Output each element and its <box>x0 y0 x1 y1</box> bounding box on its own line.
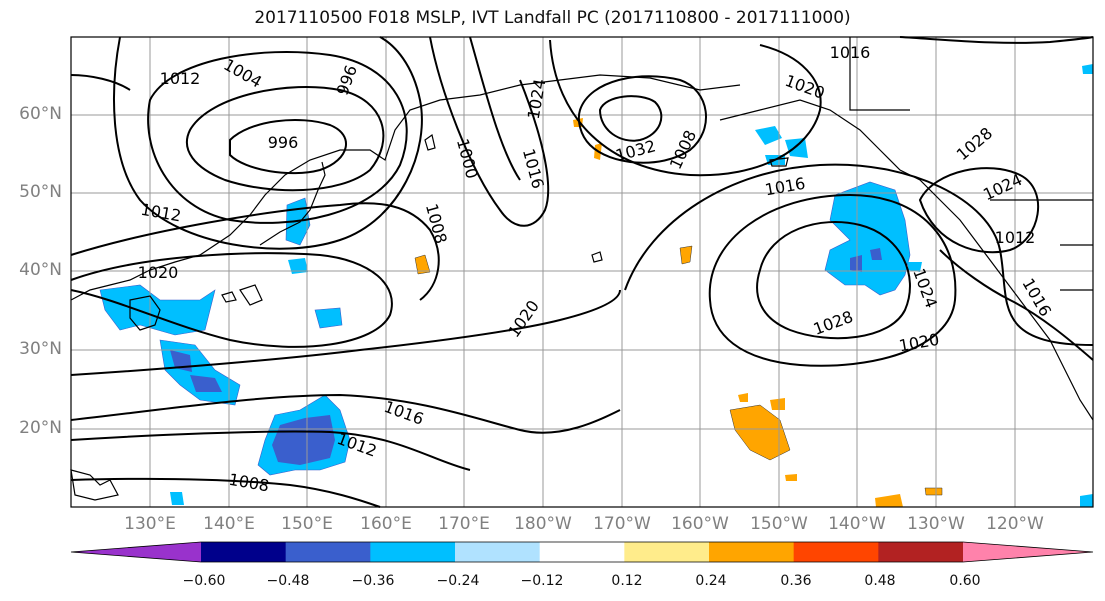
lat-label: 30°N <box>19 339 62 359</box>
colorbar-segment <box>71 542 201 562</box>
colorbar <box>70 541 1094 563</box>
lon-label: 130°W <box>907 514 965 534</box>
contour-label: 1012 <box>160 69 201 88</box>
colorbar-tick-label: 0.60 <box>949 573 981 589</box>
map-title: 2017110500 F018 MSLP, IVT Landfall PC (2… <box>254 8 851 28</box>
colorbar-segment <box>878 542 964 562</box>
contour-label: 1016 <box>830 43 871 62</box>
coastlines <box>70 37 1094 501</box>
lat-label: 20°N <box>19 418 62 438</box>
colorbar-segment <box>370 542 456 562</box>
colorbar-tick-label: −0.36 <box>351 573 395 589</box>
lon-label: 150°W <box>750 514 808 534</box>
map-frame <box>70 36 1094 508</box>
colorbar-segment <box>201 542 287 562</box>
lon-label: 180°W <box>514 514 572 534</box>
colorbar-segment <box>624 542 710 562</box>
colorbar-segment <box>285 542 371 562</box>
colorbar-tick-label: 0.24 <box>695 573 727 589</box>
colorbar-segment <box>455 542 541 562</box>
lon-label: 120°W <box>986 514 1044 534</box>
lon-label: 160°E <box>360 514 412 534</box>
colorbar-tick-label: 0.12 <box>611 573 643 589</box>
contour-label: 1012 <box>995 228 1036 247</box>
lon-label: 170°E <box>438 514 490 534</box>
contour-label: 1020 <box>138 263 179 282</box>
lat-label: 40°N <box>19 260 62 280</box>
lat-label: 60°N <box>19 104 62 124</box>
colorbar-segment <box>793 542 879 562</box>
colorbar-tick-label: 0.36 <box>780 573 812 589</box>
lon-label: 160°W <box>671 514 729 534</box>
colorbar-outline <box>70 541 1094 563</box>
colorbar-tick-label: −0.24 <box>436 573 480 589</box>
isobars <box>70 36 1094 508</box>
colorbar-tick-label: 0.48 <box>864 573 896 589</box>
lon-label: 130°E <box>124 514 176 534</box>
lon-label: 140°W <box>828 514 886 534</box>
contour-label: 996 <box>268 133 299 152</box>
lat-label: 50°N <box>19 182 62 202</box>
colorbar-segment <box>539 542 625 562</box>
colorbar-segment <box>963 542 1093 562</box>
colorbar-tick-label: −0.60 <box>182 573 226 589</box>
graticule <box>71 37 1093 507</box>
colorbar-segment <box>709 542 795 562</box>
lon-label: 170°W <box>593 514 651 534</box>
lon-label: 140°E <box>203 514 255 534</box>
colorbar-tick-label: −0.12 <box>520 573 564 589</box>
lon-label: 150°E <box>281 514 333 534</box>
colorbar-tick-label: −0.48 <box>266 573 310 589</box>
